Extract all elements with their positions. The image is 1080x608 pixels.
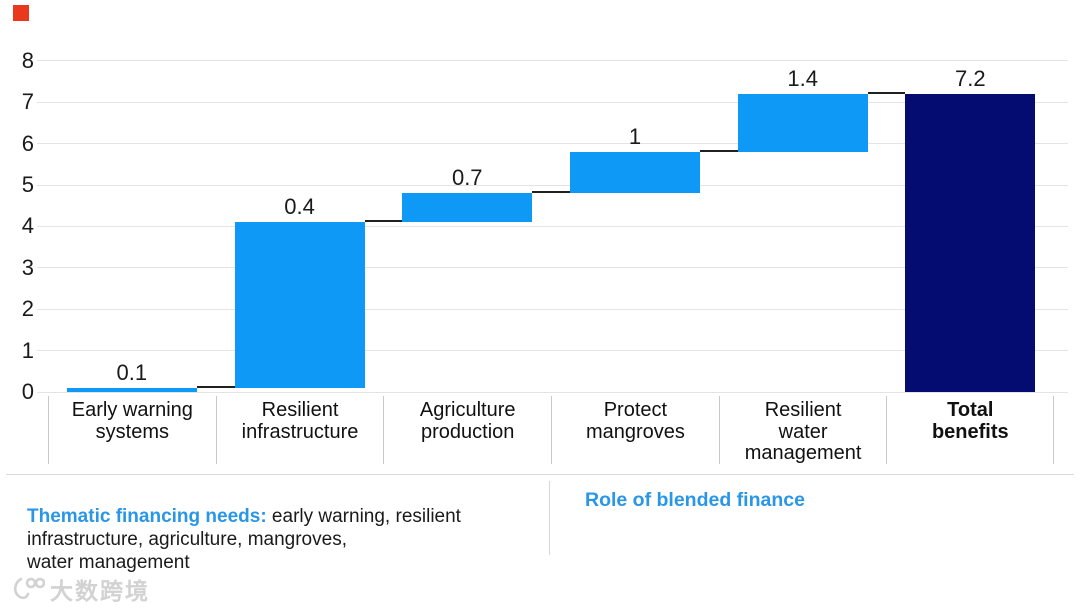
waterfall-bar: [234, 222, 365, 388]
bar-value-label: 1.4: [787, 65, 818, 91]
footer-note-body: early warning, resilient infrastructure,…: [27, 506, 461, 573]
gridline: [37, 143, 1068, 145]
waterfall-bar: [66, 387, 197, 392]
y-axis-tick-label: 2: [21, 296, 34, 322]
category-label: Resilient water management: [718, 396, 887, 464]
gridline: [37, 267, 1068, 269]
category-labels-row: Early warning systems Resilient infrastru…: [48, 396, 1055, 464]
gridline: [37, 350, 1068, 352]
y-axis-tick-label: 3: [21, 254, 34, 280]
connector-line: [364, 220, 403, 223]
bar-value-label: 0.7: [451, 165, 483, 191]
waterfall-bar: [402, 193, 533, 223]
category-label: Early warning systems: [48, 396, 216, 464]
y-axis-tick-label: 8: [21, 47, 34, 73]
bar-value-label: 7.2: [955, 65, 986, 91]
red-square-marker: [13, 5, 29, 21]
footer-note-financing-needs: Thematic financing needs: early warning,…: [27, 505, 552, 574]
y-axis-tick-label: 7: [21, 89, 34, 115]
watermark: 大数跨境: [11, 572, 150, 606]
watermark-text: 大数跨境: [50, 578, 150, 604]
category-label: Agriculture production: [383, 396, 551, 464]
y-axis-tick-label: 1: [21, 337, 34, 363]
gridline: [37, 225, 1068, 227]
footer-note-blended-finance: Role of blended finance: [585, 489, 805, 511]
y-axis-tick-label: 0: [21, 379, 34, 404]
category-label: Resilient infrastructure: [215, 396, 384, 464]
gridline: [37, 308, 1068, 310]
connector-line: [867, 91, 906, 94]
total-benefits-bar: [905, 93, 1036, 392]
footer-note-heading: Thematic financing needs:: [27, 506, 267, 527]
connector-line: [196, 385, 235, 388]
y-axis-tick-label: 5: [21, 172, 34, 197]
waterfall-bar: [569, 151, 700, 194]
waterfall-bar: [737, 93, 868, 152]
bar-value-label: 0.4: [284, 194, 315, 220]
connector-line: [532, 191, 570, 194]
gridline: [37, 101, 1068, 103]
gridline: [37, 184, 1068, 186]
y-axis-tick-label: 4: [21, 213, 34, 239]
bar-value-label: 0.1: [116, 359, 148, 385]
y-axis-tick-label: 6: [21, 130, 34, 156]
watermark-logo-icon: [13, 577, 45, 600]
bar-value-label: 1: [628, 123, 642, 149]
gridline: [37, 60, 1068, 62]
category-label: Protect mangroves: [551, 396, 719, 464]
category-label: Total benefits: [886, 396, 1055, 464]
footer-divider: [6, 474, 1074, 475]
connector-line: [699, 149, 738, 152]
footer-vertical-divider: [549, 481, 550, 555]
gridline: [37, 391, 1068, 393]
